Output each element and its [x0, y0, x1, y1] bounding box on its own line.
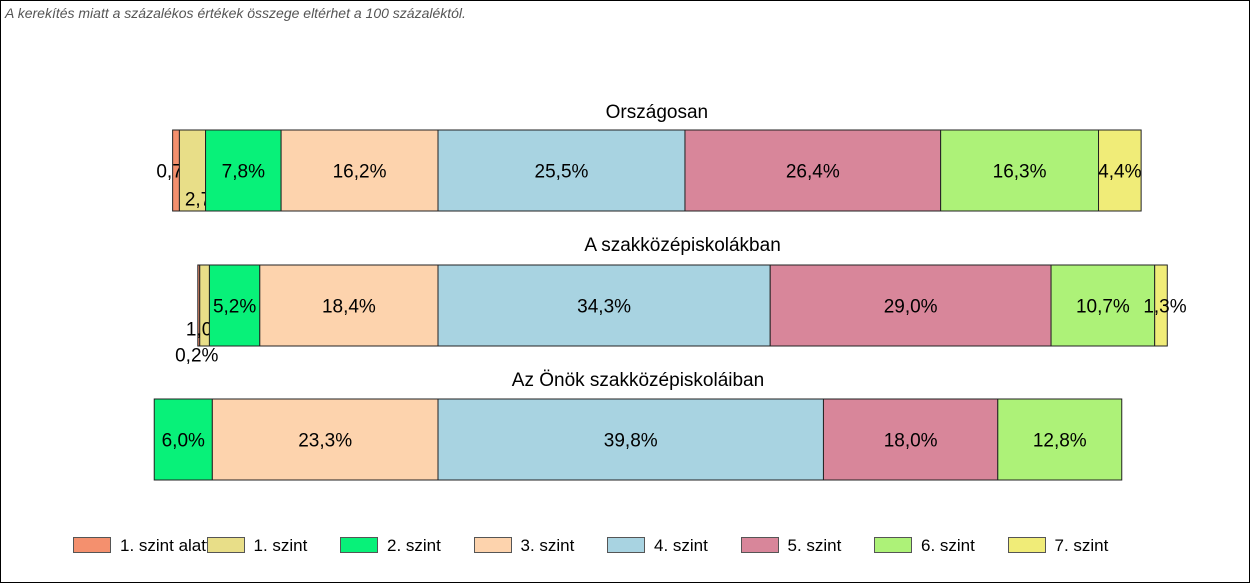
bar-segment — [997, 398, 1123, 481]
legend-label: 1. szint — [253, 536, 308, 555]
legend-label: 5. szint — [787, 536, 842, 555]
legend-label: 4. szint — [654, 536, 708, 555]
legend-swatch — [206, 537, 245, 553]
bar-group-title: A szakközépiskolákban — [584, 235, 780, 256]
legend-swatch — [73, 537, 111, 553]
legend-swatch — [607, 537, 645, 553]
bar-segment — [280, 129, 439, 212]
bar-segment — [437, 398, 824, 481]
bar-segment — [769, 264, 1052, 347]
data-label: 10,7% — [1076, 297, 1130, 318]
legend-label: 1. szint alatti — [120, 536, 215, 555]
legend-label: 3. szint — [520, 536, 575, 555]
bar-group-title: Országosan — [606, 102, 708, 123]
legend-swatch — [340, 537, 378, 553]
data-label: 1,3% — [1143, 297, 1186, 318]
legend-label: 7. szint — [1054, 536, 1109, 555]
data-label: 34,3% — [577, 297, 631, 318]
data-label: 23,3% — [298, 431, 352, 452]
data-label: 16,2% — [333, 162, 387, 183]
bar-segment — [208, 264, 261, 347]
bar-group-title: Az Önök szakközépiskoláiban — [512, 370, 764, 391]
data-label: 39,8% — [604, 431, 658, 452]
legend-swatch — [874, 537, 912, 553]
bar-segment — [437, 264, 771, 347]
bar-segment — [822, 398, 999, 481]
data-label: 29,0% — [884, 297, 938, 318]
bar-segment — [1050, 264, 1156, 347]
data-label: 18,4% — [322, 297, 376, 318]
bar-segment — [1098, 129, 1142, 212]
legend-label: 6. szint — [921, 536, 975, 555]
bar-segment — [1154, 264, 1168, 347]
data-label: 4,4% — [1098, 162, 1141, 183]
bar-segment — [259, 264, 439, 347]
bar-segment — [205, 129, 282, 212]
bar-group: Az Önök szakközépiskoláiban 6,0% 23,3% 39,8… — [153, 370, 1123, 481]
legend-swatch — [473, 537, 512, 553]
bar-segment — [684, 129, 942, 212]
data-label: 26,4% — [786, 162, 840, 183]
data-label: 5,2% — [213, 297, 256, 318]
data-label: 25,5% — [535, 162, 589, 183]
chart-legend: 1. szint alatti 1. szint 2. szint 3. szint 4… — [73, 536, 1193, 556]
bar-group: Országosan0,7%2,7%7,8%16,2%25,5%26,4%16,… — [156, 102, 1142, 212]
legend-swatch — [1007, 537, 1046, 553]
legend-swatch — [740, 537, 779, 553]
legend-label: 2. szint — [387, 536, 441, 555]
data-label: 7,8% — [222, 162, 265, 183]
data-label: 18,0% — [884, 431, 938, 452]
data-label: 6,0% — [162, 431, 205, 452]
bar-segment — [178, 129, 207, 212]
bar-segment — [940, 129, 1100, 212]
bar-segment — [437, 129, 686, 212]
data-label: 0,2% — [175, 346, 218, 367]
rounding-note: A kerekítés miatt a százalékos értékek ö… — [5, 5, 466, 21]
data-label: 12,8% — [1033, 431, 1087, 452]
stacked-bar-chart: Országosan0,7%2,7%7,8%16,2%25,5%26,4%16,… — [153, 102, 1187, 481]
data-label: 16,3% — [993, 162, 1047, 183]
